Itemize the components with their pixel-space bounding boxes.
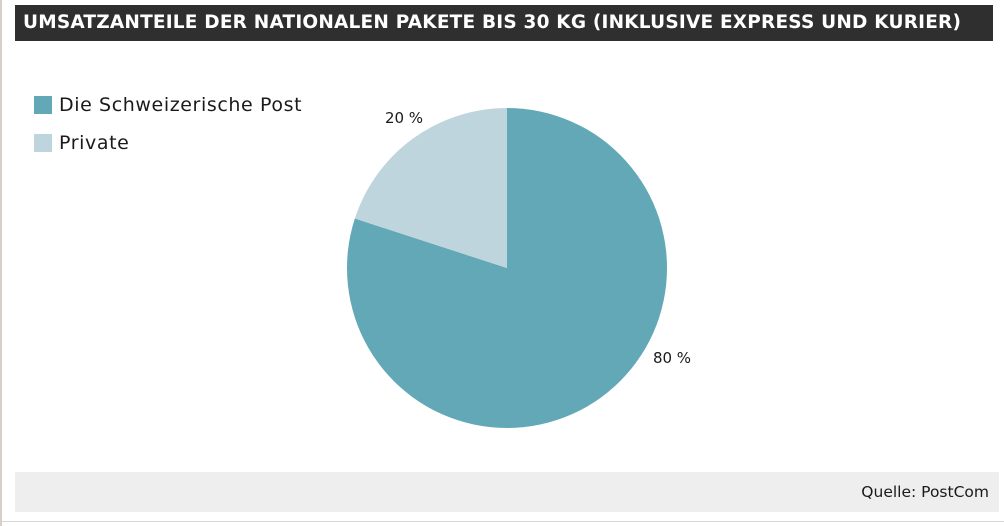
- slice-label-private: 20 %: [385, 109, 423, 127]
- legend: Die Schweizerische Post Private: [34, 92, 302, 168]
- bottom-divider: [2, 521, 1004, 522]
- legend-item-post: Die Schweizerische Post: [34, 92, 302, 118]
- chart-title: UMSATZANTEILE DER NATIONALEN PAKETE BIS …: [15, 5, 993, 41]
- legend-item-private: Private: [34, 130, 302, 156]
- legend-swatch-private: [34, 134, 52, 152]
- legend-label-private: Private: [59, 132, 130, 154]
- footer-bar: Quelle: PostCom: [15, 472, 999, 512]
- legend-swatch-post: [34, 96, 52, 114]
- source-note: Quelle: PostCom: [861, 483, 989, 501]
- slice-label-post: 80 %: [653, 349, 691, 367]
- pie-slice-private: [354, 108, 507, 268]
- legend-label-post: Die Schweizerische Post: [59, 94, 303, 116]
